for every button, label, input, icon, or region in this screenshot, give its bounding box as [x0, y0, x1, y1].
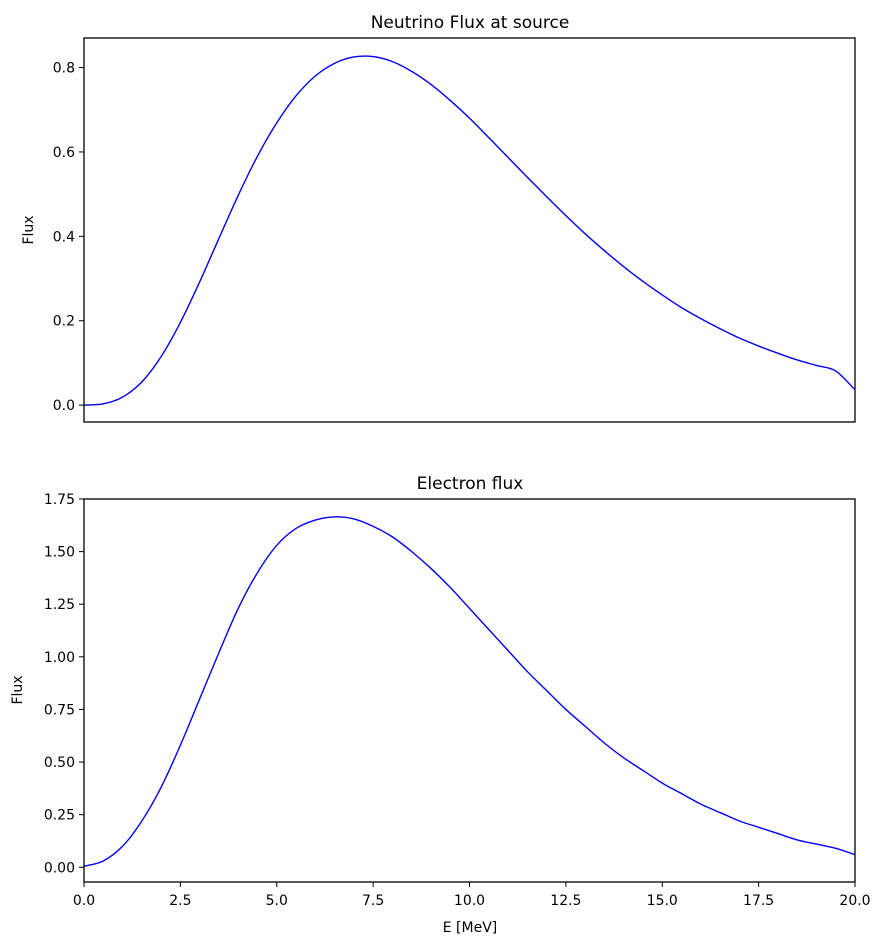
- y-axis-label: Flux: [10, 675, 26, 704]
- y-tick-label: 0.4: [53, 229, 75, 245]
- y-tick-label: 0.50: [44, 755, 75, 771]
- y-tick-label: 0.0: [53, 398, 75, 414]
- series-line: [83, 516, 856, 867]
- neutrino-flux-panel: Neutrino Flux at source Flux 0.00.20.40.…: [21, 13, 856, 423]
- x-tick-label: 17.5: [743, 893, 774, 909]
- y-tick-label: 0.8: [53, 61, 75, 77]
- x-tick-label: 0.0: [73, 893, 95, 909]
- y-tick-label: 1.75: [44, 492, 75, 508]
- y-tick-label: 1.00: [44, 650, 75, 666]
- panel-title: Neutrino Flux at source: [371, 13, 570, 33]
- y-ticks: 0.0 0.2 0.4 0.6 0.8: [53, 61, 84, 414]
- electron-flux-panel: Electron flux Flux E [MeV] 0.000.250.500…: [10, 474, 871, 936]
- panel-title: Electron flux: [417, 474, 524, 494]
- x-tick-label: 5.0: [266, 893, 288, 909]
- y-tick-label: 0.25: [44, 808, 75, 824]
- y-tick-label: 0.6: [53, 145, 75, 161]
- y-tick-label: 0.75: [44, 702, 75, 718]
- plot-frame: [83, 498, 856, 883]
- y-ticks: 0.00 0.25 0.50 0.75 1.00 1.25 1.50 1.75: [44, 492, 84, 876]
- x-tick-label: 15.0: [647, 893, 678, 909]
- x-tick-label: 10.0: [454, 893, 485, 909]
- x-tick-label: 20.0: [839, 893, 870, 909]
- plot-frame: [83, 37, 856, 423]
- y-tick-label: 1.25: [44, 597, 75, 613]
- x-tick-label: 7.5: [362, 893, 384, 909]
- x-tick-label: 12.5: [550, 893, 581, 909]
- x-axis-label: E [MeV]: [443, 920, 498, 936]
- series-line: [83, 55, 856, 406]
- y-tick-label: 0.2: [53, 314, 75, 330]
- y-tick-label: 1.50: [44, 545, 75, 561]
- x-ticks: 0.0 2.5 5.0 7.5 10.0 12.5 15.0 17.5 20.0: [73, 882, 871, 909]
- x-tick-label: 2.5: [169, 893, 191, 909]
- y-tick-label: 0.00: [44, 860, 75, 876]
- y-axis-label: Flux: [21, 215, 37, 244]
